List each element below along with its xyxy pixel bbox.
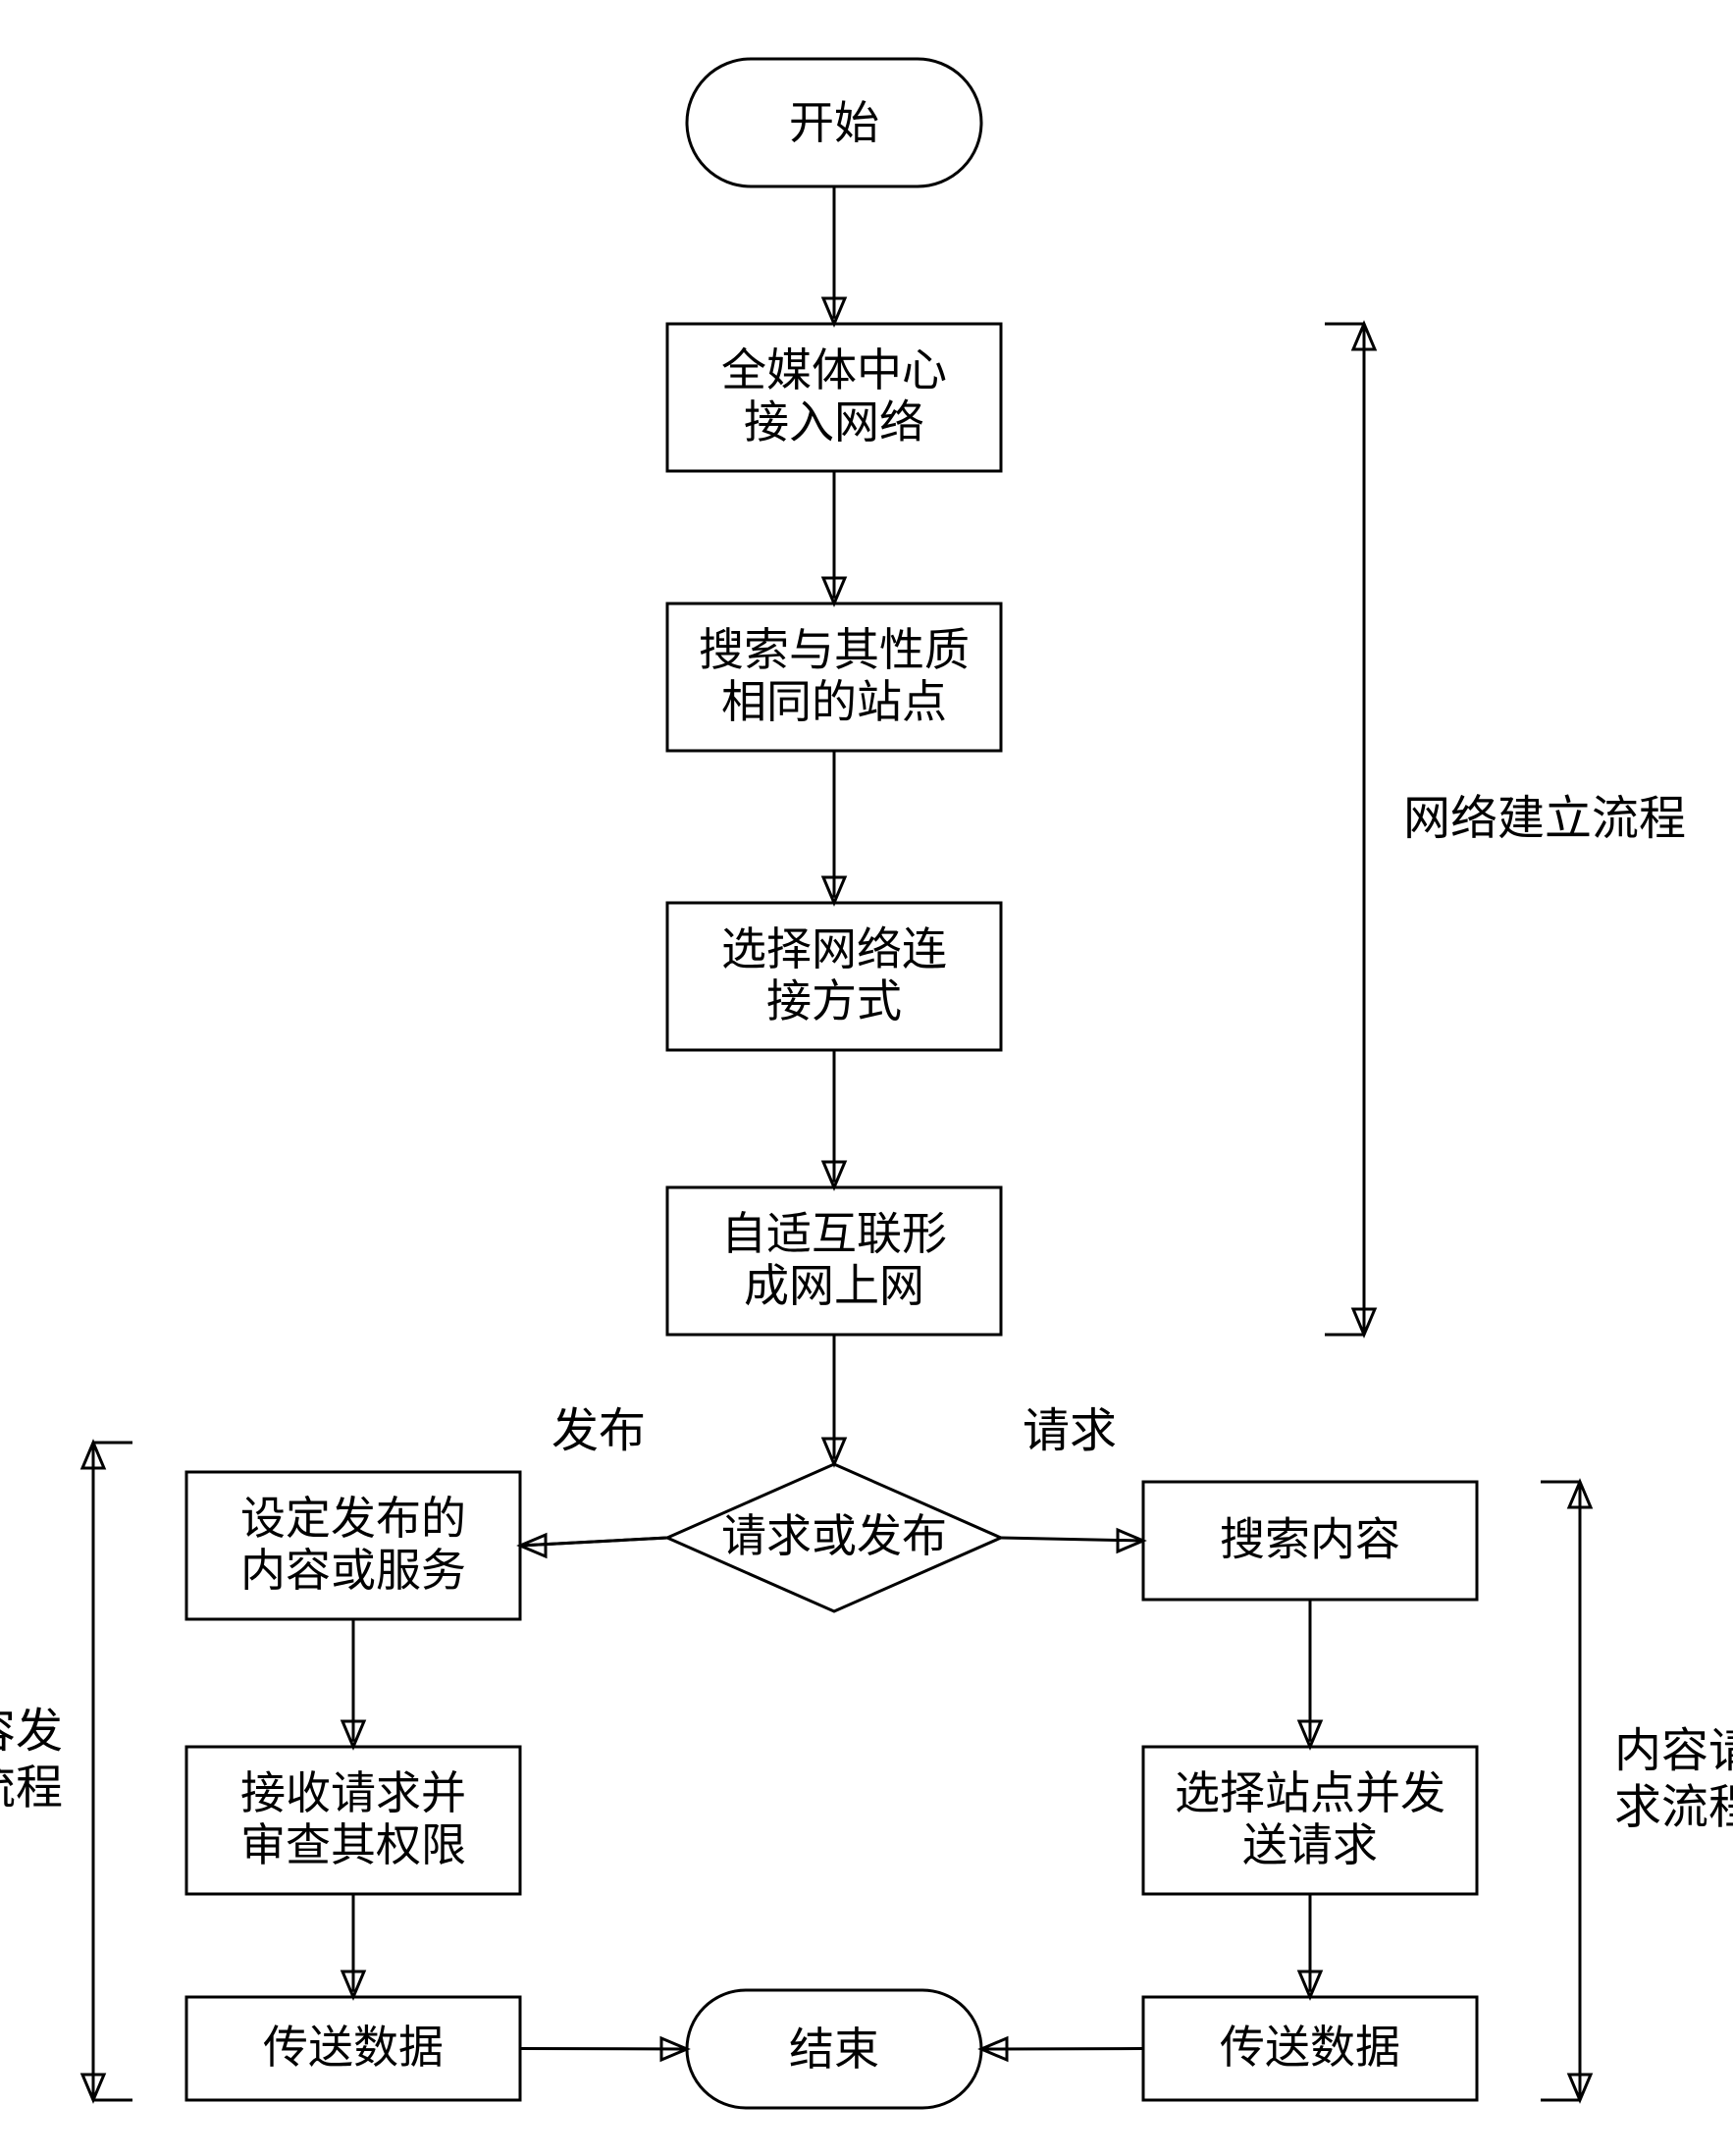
label-pL3: 传送数据	[263, 2023, 444, 2073]
label-line: 接收请求并	[240, 1768, 466, 1818]
label-n1: 全媒体中心接入网络	[721, 345, 947, 447]
label-line: 选择网络连	[721, 924, 947, 974]
label-line: 搜索与其性质	[699, 625, 970, 675]
label-line: 请求或发布	[721, 1511, 947, 1561]
decision-label-right: 请求	[1023, 1405, 1117, 1457]
label-line: 选择站点并发	[1175, 1768, 1445, 1818]
label-dec: 请求或发布	[721, 1511, 947, 1561]
label-pR3: 传送数据	[1220, 2023, 1400, 2073]
label-line: 传送数据	[263, 2023, 444, 2073]
label-line: 接入网络	[744, 397, 924, 447]
label-n4: 自适互联形成网上网	[721, 1209, 947, 1311]
label-n3: 选择网络连接方式	[721, 924, 947, 1026]
label-line: 相同的站点	[721, 677, 947, 727]
bracket-label-publish: 内容发	[0, 1706, 63, 1758]
label-line: 传送数据	[1220, 2023, 1400, 2073]
arrow-dec-left	[520, 1538, 667, 1546]
label-line: 自适互联形	[721, 1209, 947, 1259]
label-line: 送请求	[1242, 1820, 1378, 1870]
label-n2: 搜索与其性质相同的站点	[699, 625, 970, 727]
label-pL2: 接收请求并审查其权限	[240, 1768, 466, 1870]
bracket-label-request: 求流程	[1614, 1782, 1733, 1834]
label-line: 审查其权限	[240, 1820, 466, 1870]
label-line: 全媒体中心	[721, 345, 947, 395]
label-pL1: 设定发布的内容或服务	[240, 1494, 466, 1596]
bracket-label-request: 内容请	[1614, 1725, 1733, 1777]
arrow-shaft	[1001, 1538, 1143, 1541]
label-pR2: 选择站点并发送请求	[1175, 1768, 1445, 1870]
label-end: 结束	[789, 2025, 879, 2075]
decision-label-left: 发布	[551, 1405, 646, 1457]
label-line: 结束	[789, 2025, 879, 2075]
label-line: 内容或服务	[240, 1546, 466, 1596]
label-pR1: 搜索内容	[1220, 1515, 1400, 1565]
bracket-label-publish: 布流程	[0, 1762, 63, 1814]
label-line: 开始	[789, 98, 879, 148]
label-line: 搜索内容	[1220, 1515, 1400, 1565]
label-start: 开始	[789, 98, 879, 148]
label-line: 设定发布的	[240, 1494, 466, 1544]
bracket-label-net: 网络建立流程	[1403, 793, 1686, 845]
label-line: 成网上网	[744, 1261, 924, 1311]
label-line: 接方式	[766, 976, 902, 1026]
